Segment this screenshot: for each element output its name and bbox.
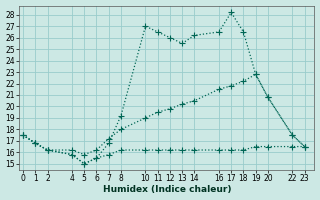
X-axis label: Humidex (Indice chaleur): Humidex (Indice chaleur) (103, 185, 231, 194)
